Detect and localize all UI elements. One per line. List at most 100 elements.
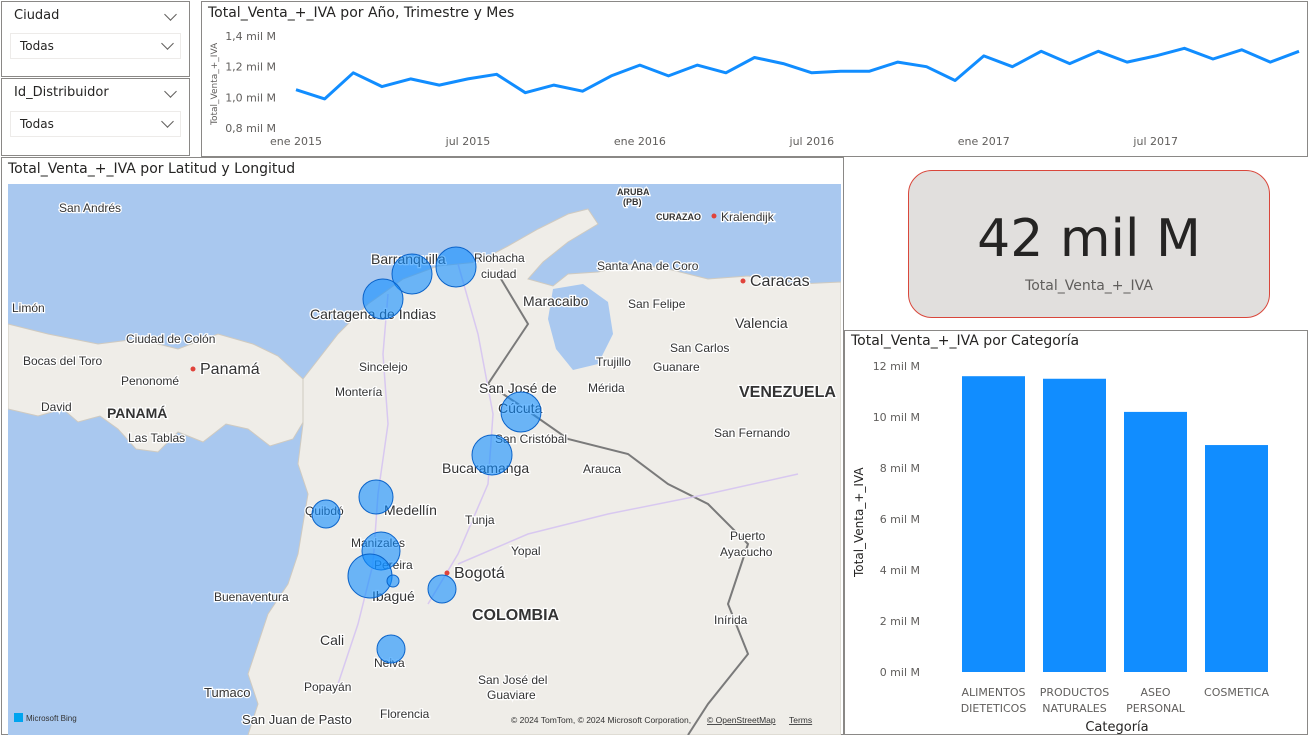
bar-chart-svg: Total_Venta_+_IVA Categoría 12 mil M 10 m…: [852, 360, 1269, 734]
map-label-bogota: Bogotá: [454, 565, 505, 582]
line-chart-point[interactable]: [810, 71, 814, 75]
map-label-tunja: Tunja: [465, 513, 495, 527]
map-label-caracas: Caracas: [750, 273, 810, 290]
map-label-merida: Mérida: [588, 381, 625, 395]
line-chart-point[interactable]: [1297, 49, 1301, 53]
line-chart-point[interactable]: [1154, 54, 1158, 58]
map-label-tumaco: Tumaco: [204, 685, 250, 700]
map-label-riohacha2: ciudad: [481, 267, 516, 281]
line-chart-point[interactable]: [781, 62, 785, 66]
line-chart-point[interactable]: [1125, 60, 1129, 64]
bar-chart-bar[interactable]: [1124, 411, 1187, 672]
line-chart-point[interactable]: [1010, 65, 1014, 69]
slicer-distribuidor-dropdown[interactable]: Todas: [10, 111, 181, 137]
bar-chart-y-tick: 0 mil M: [880, 666, 920, 679]
map-label-san-jose-cucuta: San José de: [479, 380, 557, 396]
map-bubble[interactable]: [391, 253, 433, 295]
bar-chart-bar[interactable]: [1205, 445, 1268, 672]
map-border: [486, 273, 750, 735]
map-city-dot: [190, 366, 196, 372]
line-chart-point[interactable]: [466, 77, 470, 81]
line-chart-point[interactable]: [609, 74, 613, 78]
map-bubble[interactable]: [386, 574, 400, 588]
map-bubble[interactable]: [311, 499, 341, 529]
map-bubble[interactable]: [427, 574, 457, 604]
map-label-penonome: Penonomé: [121, 374, 179, 388]
map-label-san-cristobal: San Cristóbal: [495, 432, 567, 446]
map-label-ayacucho: Ayacucho: [720, 545, 773, 559]
line-chart-x-tick: ene 2015: [270, 135, 322, 148]
terms-link[interactable]: Terms: [789, 715, 812, 725]
line-chart-point[interactable]: [638, 63, 642, 67]
map-bubble[interactable]: [471, 434, 513, 476]
map-city-dot: [740, 278, 746, 284]
map-bubble[interactable]: [500, 391, 542, 433]
line-chart-point[interactable]: [953, 78, 957, 82]
bar-chart-bar[interactable]: [962, 376, 1025, 672]
map-canvas[interactable]: San AndrésARUBA(PB)CURAZAOKralendijkBarr…: [8, 184, 841, 735]
bar-chart-visual[interactable]: Total_Venta_+_IVA por Categoría Total_Ve…: [844, 330, 1308, 735]
chevron-down-icon[interactable]: [164, 8, 177, 21]
line-chart-point[interactable]: [495, 72, 499, 76]
map-label-san-jose-guaviare: San José del: [478, 673, 547, 687]
bing-logo-icon: [14, 713, 23, 722]
line-chart-point[interactable]: [1068, 62, 1072, 66]
kpi-label: Total_Venta_+_IVA: [1025, 278, 1153, 294]
line-chart-point[interactable]: [1039, 49, 1043, 53]
line-chart-point[interactable]: [695, 63, 699, 67]
bar-chart-y-tick: 12 mil M: [873, 360, 920, 373]
line-chart-point[interactable]: [523, 91, 527, 95]
line-chart-point[interactable]: [924, 65, 928, 69]
line-chart-point[interactable]: [1096, 49, 1100, 53]
line-chart-point[interactable]: [1211, 57, 1215, 61]
line-chart-point[interactable]: [667, 74, 671, 78]
line-chart-point[interactable]: [867, 69, 871, 73]
line-chart-point[interactable]: [753, 55, 757, 59]
line-chart-point[interactable]: [982, 54, 986, 58]
map-label-inirida: Inírida: [714, 613, 748, 627]
line-chart-point[interactable]: [896, 60, 900, 64]
bar-chart-x-tick: PRODUCTOS: [1040, 686, 1110, 699]
line-chart-point[interactable]: [437, 83, 441, 87]
map-visual[interactable]: Total_Venta_+_IVA por Latitud y Longitud…: [1, 157, 844, 735]
chevron-down-icon[interactable]: [164, 85, 177, 98]
map-bubble[interactable]: [435, 246, 477, 288]
bar-chart-bar[interactable]: [1043, 378, 1106, 672]
line-chart-point[interactable]: [838, 69, 842, 73]
map-label-colombia: COLOMBIA: [472, 607, 560, 624]
line-chart-point[interactable]: [294, 88, 298, 92]
bar-chart-x-tick: DIETETICOS: [961, 702, 1027, 715]
line-chart-point[interactable]: [1240, 48, 1244, 52]
map-label-san-felipe: San Felipe: [628, 297, 686, 311]
map-label-aruba-pb: (PB): [623, 197, 642, 207]
map-bubble[interactable]: [362, 278, 404, 320]
map-bubble[interactable]: [358, 479, 394, 515]
line-chart-point[interactable]: [1182, 46, 1186, 50]
slicer-distribuidor-value: Todas: [20, 117, 54, 131]
line-chart-point[interactable]: [323, 97, 327, 101]
line-chart-y-tick: 1,0 mil M: [225, 91, 276, 104]
line-chart-point[interactable]: [581, 89, 585, 93]
line-chart-point[interactable]: [552, 83, 556, 87]
map-city-dot: [444, 570, 450, 576]
map-label-venezuela: VENEZUELA: [739, 384, 836, 401]
chevron-down-icon: [161, 37, 174, 50]
map-land-panama: [8, 323, 309, 453]
map-bubble[interactable]: [347, 553, 393, 599]
line-chart-x-tick: jul 2017: [1132, 135, 1178, 148]
kpi-value: 42 mil M: [977, 209, 1201, 269]
map-label-guaviare: Guaviare: [487, 688, 536, 702]
map-bubble[interactable]: [376, 634, 406, 664]
map-label-david: David: [41, 400, 72, 414]
line-chart-point[interactable]: [380, 85, 384, 89]
bar-chart-ylabel: Total_Venta_+_IVA: [852, 467, 866, 578]
line-chart-point[interactable]: [351, 71, 355, 75]
line-chart-point[interactable]: [409, 77, 413, 81]
kpi-visual[interactable]: 42 mil M Total_Venta_+_IVA: [844, 157, 1308, 330]
line-chart-point[interactable]: [724, 71, 728, 75]
line-chart-point[interactable]: [1268, 60, 1272, 64]
line-chart-series[interactable]: [295, 46, 1300, 101]
osm-link[interactable]: © OpenStreetMap: [707, 715, 776, 725]
line-chart-visual[interactable]: Total_Venta_+_IVA por Año, Trimestre y M…: [201, 1, 1308, 157]
slicer-ciudad-dropdown[interactable]: Todas: [10, 33, 181, 59]
